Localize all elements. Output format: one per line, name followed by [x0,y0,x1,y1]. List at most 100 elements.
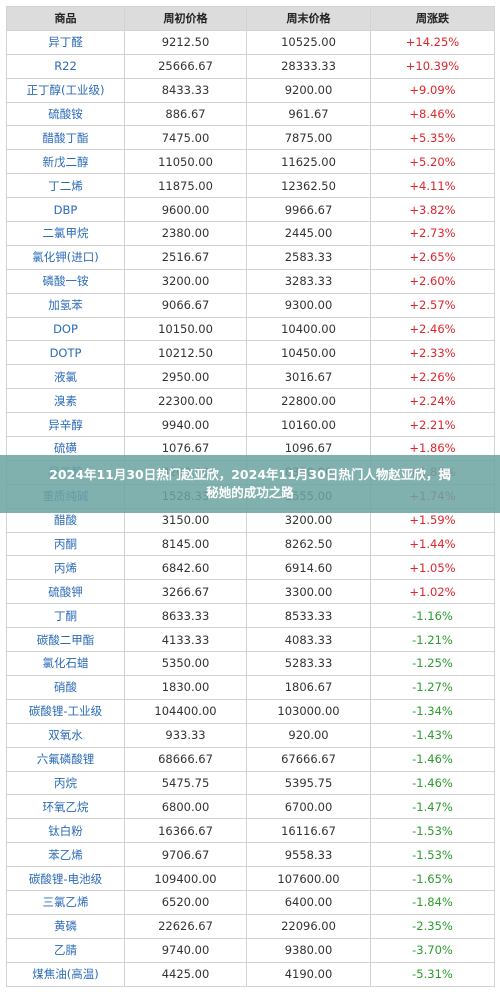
weekly-change-cell: +1.44% [370,531,495,557]
weekly-change-cell: -1.46% [370,770,495,796]
table-row: DBP 9600.00 9966.67 +3.82% [6,197,495,223]
weekly-change-cell: -1.16% [370,603,495,629]
end-price-cell: 5283.33 [246,651,371,676]
commodity-name-cell: 硫酸铵 [6,101,125,127]
commodity-name-cell: 异辛醇 [6,412,125,438]
table-row: 乙腈 9740.00 9380.00 -3.70% [6,937,495,963]
start-price-cell: 7475.00 [124,125,247,151]
weekly-change-cell: +10.39% [370,53,495,79]
table-row: 钛白粉 16366.67 16116.67 -1.53% [6,818,495,844]
start-price-cell: 9940.00 [124,412,247,438]
start-price-cell: 4425.00 [124,961,247,987]
table-row: 黄磷 22626.67 22096.00 -2.35% [6,913,495,939]
weekly-change-cell: -2.35% [370,913,495,939]
end-price-cell: 9966.67 [246,197,371,223]
commodity-name-cell: 碳酸锂-工业级 [6,698,125,724]
end-price-cell: 9558.33 [246,842,371,868]
table-row: 氯化钾(进口) 2516.67 2583.33 +2.65% [6,244,495,270]
commodity-name-cell: 丙烷 [6,770,125,796]
start-price-cell: 886.67 [124,101,247,127]
article-title-banner[interactable]: 2024年11月30日热门赵亚欣，2024年11月30日热门人物赵亚欣，揭 秘她… [0,455,500,513]
start-price-cell: 9706.67 [124,842,247,868]
table-row: 丙烷 5475.75 5395.75 -1.46% [6,770,495,796]
start-price-cell: 9600.00 [124,197,247,223]
weekly-change-cell: +2.46% [370,316,495,342]
price-table-container: 商品 周初价格 周末价格 周涨跌 异丁醛 9212.50 10525.00 +14.2… [6,6,495,987]
weekly-change-cell: +2.73% [370,221,495,246]
commodity-name-cell: 碳酸二甲酯 [6,627,125,653]
table-row: 新戊二醇 11050.00 11625.00 +5.20% [6,149,495,175]
end-price-cell: 4190.00 [246,961,371,987]
commodity-name-cell: 六氟磷酸锂 [6,746,125,772]
weekly-change-cell: -1.47% [370,794,495,820]
weekly-change-cell: +9.09% [370,77,495,103]
start-price-cell: 5350.00 [124,651,247,676]
end-price-cell: 16116.67 [246,818,371,844]
weekly-change-cell: +2.21% [370,412,495,438]
end-price-cell: 9380.00 [246,937,371,963]
end-price-cell: 9300.00 [246,292,371,318]
end-price-cell: 961.67 [246,101,371,127]
table-row: 氯化石蜡 5350.00 5283.33 -1.25% [6,651,495,676]
end-price-cell: 8262.50 [246,531,371,557]
banner-title-line-2: 秘她的成功之路 [206,485,294,500]
commodity-name-cell: 苯乙烯 [6,842,125,868]
start-price-cell: 10212.50 [124,340,247,366]
start-price-cell: 6520.00 [124,889,247,915]
commodity-name-cell: 环氧乙烷 [6,794,125,820]
start-price-cell: 11875.00 [124,173,247,199]
table-row: 异辛醇 9940.00 10160.00 +2.21% [6,412,495,438]
table-row: DOP 10150.00 10400.00 +2.46% [6,316,495,342]
start-price-cell: 9066.67 [124,292,247,318]
start-price-cell: 11050.00 [124,149,247,175]
start-price-cell: 8433.33 [124,77,247,103]
end-price-cell: 28333.33 [246,53,371,79]
start-price-cell: 9212.50 [124,29,247,55]
start-price-cell: 2380.00 [124,221,247,246]
commodity-name-cell: 氯化石蜡 [6,651,125,676]
start-price-cell: 1830.00 [124,674,247,700]
end-price-cell: 6700.00 [246,794,371,820]
start-price-cell: 5475.75 [124,770,247,796]
commodity-name-cell: 醋酸丁酯 [6,125,125,151]
header-commodity: 商品 [6,6,125,31]
table-row: 六氟磷酸锂 68666.67 67666.67 -1.46% [6,746,495,772]
start-price-cell: 9740.00 [124,937,247,963]
start-price-cell: 25666.67 [124,53,247,79]
end-price-cell: 3283.33 [246,268,371,294]
commodity-name-cell: 溴素 [6,388,125,414]
table-row: 碳酸锂-工业级 104400.00 103000.00 -1.34% [6,698,495,724]
weekly-change-cell: +3.82% [370,197,495,223]
weekly-change-cell: +1.05% [370,555,495,581]
end-price-cell: 22800.00 [246,388,371,414]
start-price-cell: 8633.33 [124,603,247,629]
end-price-cell: 107600.00 [246,866,371,891]
commodity-name-cell: 氯化钾(进口) [6,244,125,270]
weekly-change-cell: +8.46% [370,101,495,127]
end-price-cell: 2445.00 [246,221,371,246]
weekly-change-cell: +2.65% [370,244,495,270]
commodity-name-cell: 三氯乙烯 [6,889,125,915]
end-price-cell: 22096.00 [246,913,371,939]
commodity-name-cell: DOTP [6,340,125,366]
start-price-cell: 933.33 [124,722,247,748]
end-price-cell: 920.00 [246,722,371,748]
commodity-name-cell: 二氯甲烷 [6,221,125,246]
end-price-cell: 103000.00 [246,698,371,724]
commodity-name-cell: 硝酸 [6,674,125,700]
table-row: 磷酸一铵 3200.00 3283.33 +2.60% [6,268,495,294]
table-row: 丁酮 8633.33 8533.33 -1.16% [6,603,495,629]
commodity-name-cell: DOP [6,316,125,342]
table-row: 醋酸丁酯 7475.00 7875.00 +5.35% [6,125,495,151]
commodity-name-cell: 钛白粉 [6,818,125,844]
table-row: 硝酸 1830.00 1806.67 -1.27% [6,674,495,700]
weekly-change-cell: -5.31% [370,961,495,987]
table-row: 硫酸铵 886.67 961.67 +8.46% [6,101,495,127]
table-row: 丙烯 6842.60 6914.60 +1.05% [6,555,495,581]
table-row: 苯乙烯 9706.67 9558.33 -1.53% [6,842,495,868]
end-price-cell: 10160.00 [246,412,371,438]
table-row: 碳酸锂-电池级 109400.00 107600.00 -1.65% [6,866,495,891]
table-body: 异丁醛 9212.50 10525.00 +14.25% R22 25666.67 2833… [6,29,495,987]
start-price-cell: 68666.67 [124,746,247,772]
end-price-cell: 6914.60 [246,555,371,581]
